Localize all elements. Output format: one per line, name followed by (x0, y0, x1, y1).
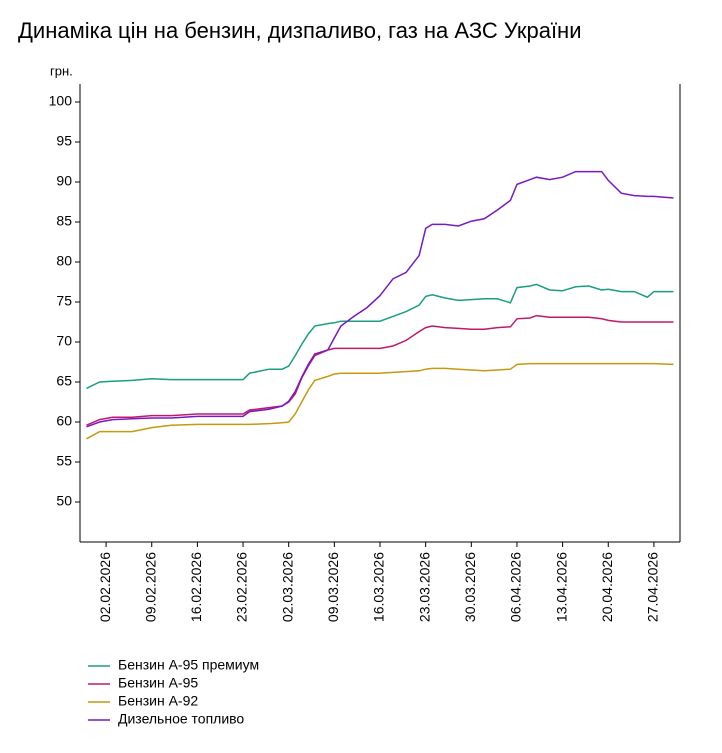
x-tick-label: 16.02.2026 (188, 552, 204, 622)
x-tick-label: 06.04.2026 (508, 552, 524, 622)
x-tick-label: 02.02.2026 (97, 552, 113, 622)
x-tick-label: 16.03.2026 (371, 552, 387, 622)
series-line (86, 170, 674, 428)
y-tick-label: 55 (56, 453, 72, 469)
legend-label: Бензин А-95 (118, 675, 198, 691)
legend-label: Дизельное топливо (118, 711, 244, 727)
y-tick-label: 70 (56, 333, 72, 349)
y-tick-label: 80 (56, 253, 72, 269)
y-tick-label: 95 (56, 133, 72, 149)
x-tick-label: 13.04.2026 (553, 552, 569, 622)
series-line (86, 283, 674, 390)
x-tick-label: 02.03.2026 (279, 552, 295, 622)
chart-title: Динаміка цін на бензин, дизпаливо, газ н… (18, 18, 582, 43)
y-tick-label: 65 (56, 373, 72, 389)
y-tick-label: 85 (56, 213, 72, 229)
x-tick-label: 09.02.2026 (142, 552, 158, 622)
series-line (86, 362, 674, 440)
x-tick-label: 09.03.2026 (325, 552, 341, 622)
x-tick-label: 23.02.2026 (234, 552, 250, 622)
y-tick-label: 90 (56, 173, 72, 189)
y-tick-label: 50 (56, 493, 72, 509)
series-line (86, 314, 674, 426)
legend-label: Бензин А-95 премиум (118, 657, 259, 673)
y-tick-label: 100 (49, 93, 73, 109)
x-tick-label: 23.03.2026 (416, 552, 432, 622)
x-tick-label: 20.04.2026 (599, 552, 615, 622)
x-tick-label: 27.04.2026 (645, 552, 661, 622)
x-tick-label: 30.03.2026 (462, 552, 478, 622)
y-tick-label: 75 (56, 293, 72, 309)
y-tick-label: 60 (56, 413, 72, 429)
y-axis-label: грн. (50, 63, 73, 78)
legend-label: Бензин А-92 (118, 693, 198, 709)
